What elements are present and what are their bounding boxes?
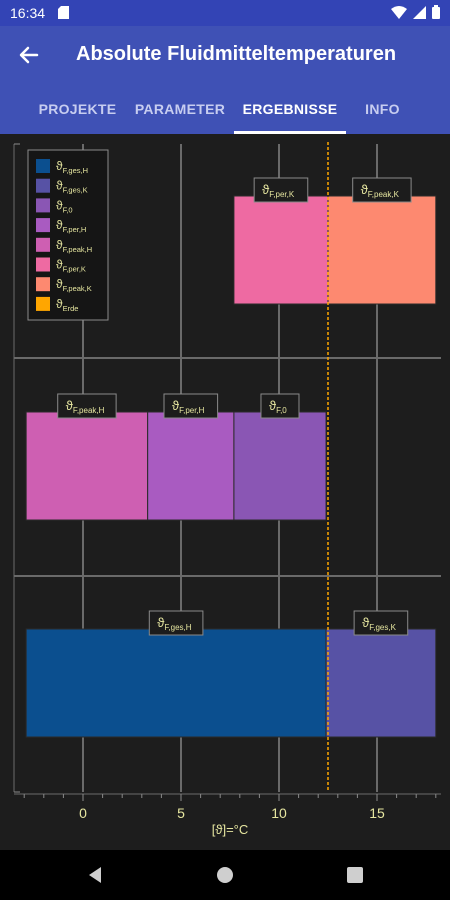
page-title: Absolute Fluidmitteltemperaturen <box>76 43 397 65</box>
tab-projekte[interactable]: PROJEKTE <box>38 101 117 117</box>
legend-label: ϑF,peak,K <box>56 277 92 293</box>
sd-card-icon <box>58 6 69 22</box>
nav-recents-icon[interactable] <box>344 864 366 886</box>
legend-swatch <box>36 277 50 292</box>
x-tick-label: 0 <box>79 805 87 821</box>
legend-label: ϑErde <box>56 297 78 313</box>
segment-label: ϑF,peak,H <box>57 393 117 419</box>
segment-label-text: ϑF,peak,K <box>361 182 400 199</box>
tab-parameter[interactable]: PARAMETER <box>134 101 226 117</box>
legend-label: ϑF,peak,H <box>56 238 92 254</box>
status-time: 16:34 <box>10 5 46 21</box>
segment-label-box <box>163 393 219 419</box>
legend-swatch <box>36 198 50 213</box>
segment-label-text: ϑF,ges,K <box>362 615 396 632</box>
legend-label: ϑF,per,K <box>56 258 86 274</box>
x-tick-label: 10 <box>271 805 287 821</box>
temperature-chart: 0 5 10 15 [ϑ]=°C ϑF,per,K ϑF,peak,K ϑF,peak,H ϑF… <box>0 134 450 850</box>
legend-swatch <box>36 296 50 311</box>
segment-label: ϑF,per,K <box>253 177 309 203</box>
segment-label: ϑF,per,H <box>163 393 219 419</box>
segment-label-box <box>148 610 204 636</box>
wifi-icon <box>391 5 407 19</box>
bar-segment <box>25 628 327 738</box>
segment-label: ϑF,0 <box>260 393 300 419</box>
app-bar: Absolute Fluidmitteltemperaturen <box>0 26 450 86</box>
bar-segment <box>147 411 235 521</box>
segment-label: ϑF,ges,K <box>353 610 409 636</box>
legend-swatch <box>36 237 50 252</box>
legend-swatch <box>36 159 50 173</box>
segment-label-box <box>260 393 300 419</box>
tab-info[interactable]: INFO <box>365 101 400 117</box>
legend-swatch <box>36 257 50 272</box>
bar-segment <box>233 411 327 521</box>
segment-label-text: ϑF,per,H <box>172 398 205 415</box>
segment-label: ϑF,peak,K <box>352 177 412 203</box>
segment-label-box <box>57 393 117 419</box>
legend-label: ϑF,ges,H <box>56 159 88 175</box>
segment-label-text: ϑF,ges,H <box>157 615 191 632</box>
segment-label-box <box>253 177 309 203</box>
tab-bar: PROJEKTE PARAMETER ERGEBNISSE INFO <box>0 86 450 134</box>
battery-icon <box>432 5 440 19</box>
bar-segment <box>233 195 329 305</box>
x-axis-label: [ϑ]=°C <box>212 822 249 837</box>
bar-segment <box>25 411 149 521</box>
legend-label: ϑF,ges,K <box>56 179 88 195</box>
chart-svg: 0 5 10 15[ϑ]=°CϑF,per,K ϑF,peak,KϑF,peak,H ϑF… <box>13 142 441 837</box>
navigation-bar <box>0 850 450 900</box>
tab-ergebnisse[interactable]: ERGEBNISSE <box>242 101 338 117</box>
system-icons <box>391 5 440 19</box>
segment-label-text: ϑF,0 <box>269 398 287 415</box>
status-bar: 16:34 <box>0 0 450 26</box>
legend-label: ϑF,per,H <box>56 218 86 234</box>
segment-label-box <box>352 177 412 203</box>
signal-icon <box>413 5 426 19</box>
nav-home-icon[interactable] <box>214 864 236 886</box>
x-tick-label: 5 <box>177 805 185 821</box>
legend-swatch <box>36 218 50 233</box>
bar-segment <box>327 195 437 305</box>
legend-box <box>27 149 109 321</box>
segment-label-box <box>353 610 409 636</box>
x-tick-label: 15 <box>369 805 385 821</box>
tab-indicator <box>234 131 346 134</box>
segment-label-text: ϑF,peak,H <box>66 398 105 415</box>
segment-label: ϑF,ges,H <box>148 610 204 636</box>
bar-segment <box>325 628 437 738</box>
segment-label-text: ϑF,per,K <box>262 182 295 199</box>
legend-swatch <box>36 178 50 193</box>
arrow-back-icon[interactable] <box>14 40 44 70</box>
chart-legend: ϑF,ges,H ϑF,ges,K ϑF,0 ϑF,per,H ϑF,peak,H ϑF,… <box>27 149 109 321</box>
legend-label: ϑF,0 <box>56 198 73 214</box>
nav-back-icon[interactable] <box>84 864 106 886</box>
